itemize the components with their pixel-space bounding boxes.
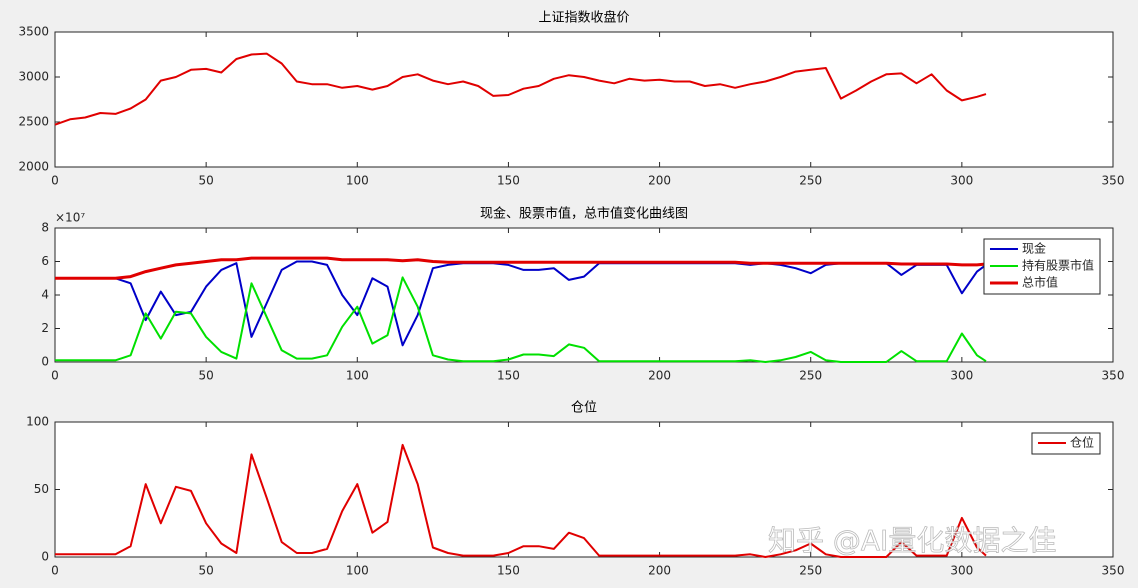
series-line xyxy=(55,276,987,363)
x-tick-label: 150 xyxy=(497,564,520,578)
x-tick-label: 0 xyxy=(51,369,59,383)
series-line xyxy=(54,52,987,126)
y-tick-label: 3000 xyxy=(18,70,49,84)
plot-area xyxy=(55,32,1113,167)
y-multiplier: ×10⁷ xyxy=(55,211,85,225)
y-tick-label: 6 xyxy=(41,254,49,268)
x-tick-label: 100 xyxy=(346,564,369,578)
x-tick-label: 350 xyxy=(1102,369,1125,383)
series-line xyxy=(55,443,987,558)
plot-area xyxy=(55,422,1113,557)
y-tick-label: 3500 xyxy=(18,25,49,39)
axes-box xyxy=(54,31,1114,168)
x-tick-label: 200 xyxy=(648,564,671,578)
y-tick-label: 2500 xyxy=(18,115,49,129)
y-tick-label: 4 xyxy=(41,288,49,302)
y-tick-label: 2000 xyxy=(18,160,49,174)
x-tick-label: 200 xyxy=(648,369,671,383)
legend-label: 仓位 xyxy=(1070,435,1094,450)
axes-box xyxy=(54,227,1114,363)
legend-label: 持有股票市值 xyxy=(1022,258,1094,273)
x-tick-label: 0 xyxy=(51,174,59,188)
x-tick-label: 200 xyxy=(648,174,671,188)
x-tick-label: 300 xyxy=(950,174,973,188)
y-tick-label: 0 xyxy=(41,355,49,369)
x-tick-label: 300 xyxy=(950,564,973,578)
chart-title: 仓位 xyxy=(571,401,597,416)
y-tick-label: 8 xyxy=(41,221,49,235)
y-tick-label: 100 xyxy=(26,415,49,429)
x-tick-label: 50 xyxy=(199,369,214,383)
x-tick-label: 0 xyxy=(51,564,59,578)
x-tick-label: 350 xyxy=(1102,174,1125,188)
x-tick-label: 250 xyxy=(799,564,822,578)
x-tick-label: 300 xyxy=(950,369,973,383)
y-tick-label: 50 xyxy=(34,482,49,496)
series-line xyxy=(55,256,987,280)
chart-title: 上证指数收盘价 xyxy=(538,10,629,26)
watermark: 知乎 @AI量化数据之佳 xyxy=(768,524,1056,557)
legend-label: 现金 xyxy=(1022,241,1046,256)
x-tick-label: 50 xyxy=(199,174,214,188)
x-tick-label: 100 xyxy=(346,369,369,383)
axes-box xyxy=(54,421,1114,558)
chart-title: 现金、股票市值，总市值变化曲线图 xyxy=(480,206,688,222)
x-tick-label: 150 xyxy=(497,174,520,188)
x-tick-label: 250 xyxy=(799,174,822,188)
legend-box xyxy=(1031,432,1101,455)
legend-label: 总市值 xyxy=(1022,275,1058,290)
x-tick-label: 50 xyxy=(199,564,214,578)
x-tick-label: 250 xyxy=(799,369,822,383)
y-tick-label: 0 xyxy=(41,550,49,564)
y-tick-label: 2 xyxy=(41,321,49,335)
x-tick-label: 150 xyxy=(497,369,520,383)
plot-area xyxy=(55,228,1113,362)
x-tick-label: 350 xyxy=(1102,564,1125,578)
x-tick-label: 100 xyxy=(346,174,369,188)
